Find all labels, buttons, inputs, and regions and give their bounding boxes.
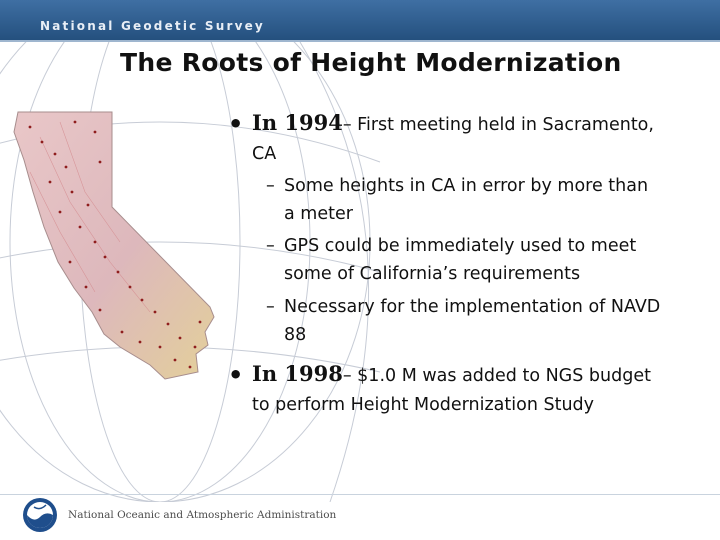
california-map-graphic (13, 111, 215, 380)
bullet-1994-lead: In 1994 (252, 110, 343, 135)
agency-name: National Oceanic and Atmospheric Adminis… (68, 509, 337, 521)
bullet-1994-text: – First meeting held in Sacramento, (342, 115, 654, 135)
bullet-1998-text: – $1.0 M was added to NGS budget (342, 366, 651, 386)
bullet-1998-lead: In 1998 (252, 361, 343, 386)
sub-bullet-3-line-2: 88 (284, 325, 307, 345)
sub-bullet-1-line-2: a meter (284, 204, 353, 224)
org-name: National Geodetic Survey (40, 19, 265, 33)
bullet-1998-line-2: to perform Height Modernization Study (252, 395, 595, 415)
noaa-logo-icon (23, 498, 57, 532)
sub-bullet-2-line-1: GPS could be immediately used to meet (284, 236, 637, 256)
bullet-dot: • (228, 361, 244, 389)
bullet-1994-line-1: In 1994– First meeting held in Sacrament… (252, 110, 654, 135)
sub-bullet-2-line-2: some of California’s requirements (284, 264, 581, 284)
header-bar (0, 0, 720, 40)
slide-title: The Roots of Height Modernization (120, 48, 622, 77)
sub-bullet-3-line-1: Necessary for the implementation of NAVD (284, 297, 661, 317)
sub-bullet-dash: – (266, 176, 275, 196)
bullet-dot: • (228, 110, 244, 138)
sub-bullet-1-line-1: Some heights in CA in error by more than (284, 176, 649, 196)
bullet-1998-line-1: In 1998– $1.0 M was added to NGS budget (252, 361, 651, 386)
sub-bullet-dash: – (266, 236, 275, 256)
bullet-1994-line-2: CA (252, 144, 277, 164)
sub-bullet-dash: – (266, 297, 275, 317)
california-outline (13, 111, 215, 380)
header-rule (0, 40, 720, 42)
footer-rule (0, 494, 720, 495)
